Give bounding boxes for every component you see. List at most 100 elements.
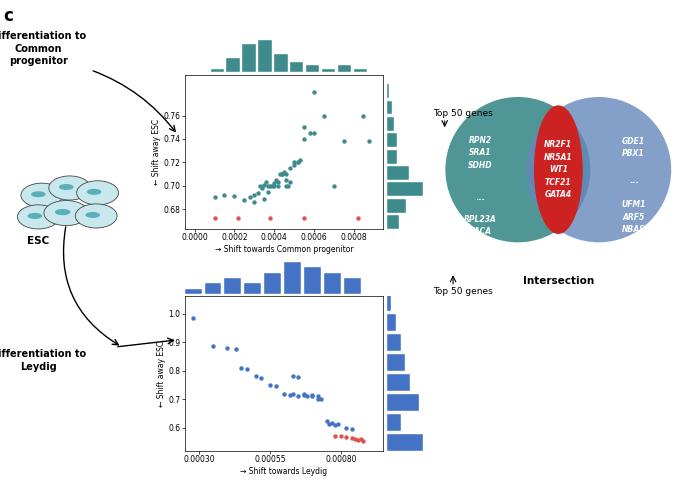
Bar (387, 394, 419, 411)
Point (292, 159, 303, 166)
Point (282, 182, 293, 189)
Point (273, 178, 284, 186)
Bar (353, 69, 367, 72)
Point (308, 88, 319, 96)
Point (266, 182, 277, 189)
Bar (387, 414, 401, 431)
Point (250, 373, 261, 380)
Ellipse shape (17, 205, 59, 229)
Point (335, 432, 346, 440)
Ellipse shape (44, 201, 89, 226)
Point (249, 198, 260, 206)
Bar (284, 262, 301, 294)
Point (324, 420, 335, 428)
Text: ...: ... (475, 193, 485, 202)
Point (312, 395, 323, 402)
Point (238, 196, 250, 203)
Point (355, 435, 366, 442)
Point (301, 392, 312, 400)
Text: Top 50 genes: Top 50 genes (434, 109, 493, 118)
Point (229, 192, 240, 200)
Point (364, 137, 375, 145)
Point (277, 170, 288, 178)
Bar (324, 273, 341, 294)
Point (328, 182, 339, 189)
Point (308, 129, 319, 137)
Point (352, 214, 363, 222)
Point (275, 170, 286, 178)
Ellipse shape (59, 184, 74, 190)
Text: Top 50 genes: Top 50 genes (434, 287, 493, 296)
Point (341, 433, 352, 441)
Point (298, 389, 309, 397)
Bar (387, 101, 392, 114)
Ellipse shape (75, 204, 117, 228)
Point (287, 373, 298, 380)
Bar (387, 166, 408, 180)
Bar (306, 65, 319, 72)
Point (318, 112, 330, 120)
Bar (243, 44, 256, 72)
Point (249, 191, 260, 199)
Point (358, 112, 369, 120)
Point (236, 364, 247, 372)
Point (346, 434, 358, 442)
Point (252, 189, 263, 197)
Point (208, 343, 219, 350)
Point (268, 179, 279, 187)
Point (315, 395, 326, 403)
Point (327, 419, 338, 427)
Point (289, 159, 300, 166)
Point (298, 391, 309, 399)
Point (298, 214, 309, 222)
Bar (387, 314, 396, 331)
Point (284, 391, 296, 399)
Bar (387, 215, 399, 229)
Bar (387, 334, 401, 351)
Bar (245, 283, 261, 294)
Point (264, 381, 275, 389)
Point (298, 123, 309, 131)
Point (298, 135, 309, 143)
Ellipse shape (55, 209, 70, 215)
Bar (387, 199, 406, 213)
Bar (387, 182, 423, 196)
Bar (185, 289, 201, 294)
Point (233, 214, 244, 222)
Point (209, 194, 220, 201)
Ellipse shape (21, 183, 63, 207)
Bar (337, 65, 351, 72)
Point (259, 181, 270, 188)
Text: Intersection: Intersection (523, 277, 594, 286)
Point (330, 432, 341, 440)
Text: Differentiation to
Common
progenitor: Differentiation to Common progenitor (0, 31, 86, 66)
Bar (322, 69, 335, 72)
Point (332, 420, 344, 428)
Ellipse shape (77, 181, 118, 205)
Bar (387, 434, 423, 451)
Point (307, 391, 318, 399)
Point (341, 424, 352, 432)
Bar (210, 69, 224, 72)
Point (330, 421, 341, 429)
Point (321, 417, 332, 425)
Ellipse shape (534, 106, 583, 234)
Bar (344, 278, 360, 294)
Point (242, 365, 253, 373)
Ellipse shape (445, 97, 590, 242)
Point (284, 178, 296, 186)
Point (352, 436, 363, 443)
Point (280, 170, 291, 178)
Point (270, 383, 281, 390)
X-axis label: → Shift towards Common progenitor: → Shift towards Common progenitor (215, 245, 353, 254)
Point (349, 435, 360, 443)
Point (279, 168, 290, 175)
Point (265, 214, 276, 222)
Ellipse shape (85, 212, 100, 218)
Point (254, 182, 266, 189)
Point (312, 392, 323, 400)
Point (289, 161, 300, 169)
Point (230, 346, 241, 353)
Point (259, 195, 270, 202)
Point (294, 156, 305, 164)
